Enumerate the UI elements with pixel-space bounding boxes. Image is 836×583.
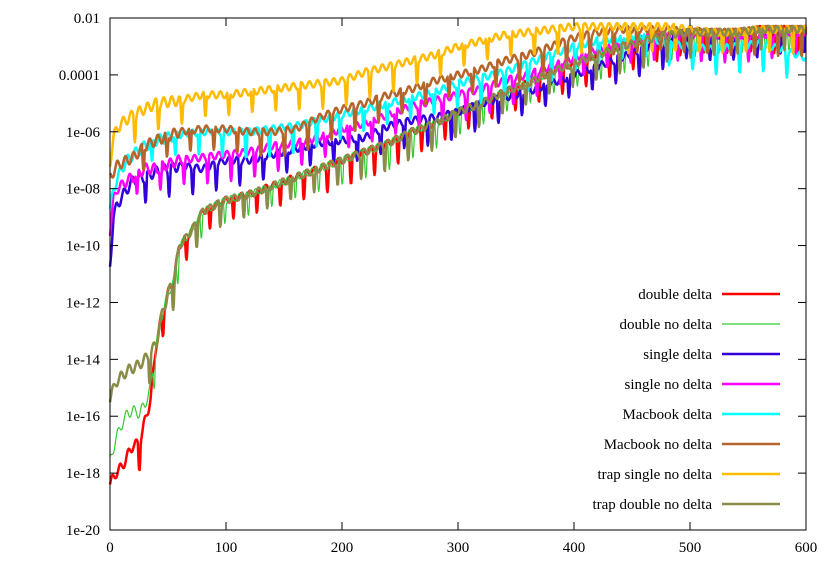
legend-label: trap single no delta: [597, 467, 712, 483]
y-tick-label: 1e-10: [66, 239, 100, 255]
legend-label: trap double no delta: [592, 497, 712, 513]
x-tick-label: 500: [679, 540, 702, 556]
y-tick-label: 1e-08: [66, 182, 100, 198]
series-line-trap-double-no-delta: [108, 24, 808, 403]
y-tick-label: 0.01: [74, 11, 100, 27]
y-tick-label: 1e-16: [66, 409, 101, 425]
legend-label: single no delta: [625, 377, 713, 393]
y-tick-label: 1e-06: [66, 125, 101, 141]
legend-label: single delta: [643, 347, 712, 363]
x-tick-label: 100: [215, 540, 238, 556]
legend: double delta double no delta single delta s…: [592, 287, 780, 513]
y-tick-label: 1e-12: [66, 295, 100, 311]
legend-label: Macbook delta: [622, 407, 712, 423]
x-tick-label: 0: [106, 540, 114, 556]
legend-label: double delta: [638, 287, 712, 303]
x-tick-label: 300: [447, 540, 470, 556]
y-tick-label: 0.0001: [59, 68, 100, 84]
x-tick-label: 600: [795, 540, 818, 556]
y-tick-label: 1e-18: [66, 466, 100, 482]
series-layer: [108, 21, 808, 485]
legend-label: double no delta: [620, 317, 713, 333]
legend-label: Macbook no delta: [604, 437, 713, 453]
x-tick-label: 400: [563, 540, 586, 556]
y-tick-label: 1e-20: [66, 523, 100, 539]
axis-ticks: 0 100 200 300 400 500 600 0.01 0.0001 1e-06 1e-08 1…: [59, 11, 818, 556]
x-tick-label: 200: [331, 540, 354, 556]
y-tick-label: 1e-14: [66, 352, 101, 368]
